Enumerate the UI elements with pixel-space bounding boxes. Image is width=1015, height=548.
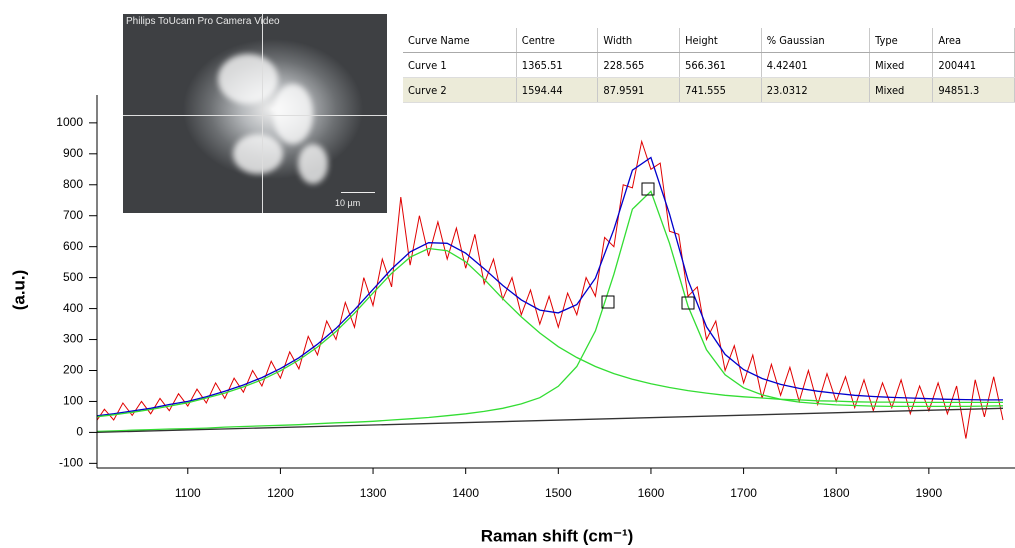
series-layer <box>97 139 1004 439</box>
table-cell: 200441 <box>932 52 1015 78</box>
y-tick-label: 200 <box>63 363 83 377</box>
y-tick-label: 1000 <box>56 115 83 129</box>
y-tick-label: 500 <box>63 270 83 284</box>
y-tick-label: -100 <box>59 456 83 470</box>
image-caption: Philips ToUcam Pro Camera Video <box>126 16 280 27</box>
x-tick-label: 1500 <box>545 486 572 500</box>
x-tick-label: 1700 <box>730 486 757 500</box>
y-tick-label: 700 <box>63 208 83 222</box>
y-axis-title: (a.u.) <box>9 270 28 311</box>
table-cell: 87.9591 <box>597 77 681 103</box>
y-tick-label: 800 <box>63 177 83 191</box>
x-tick-label: 1200 <box>267 486 294 500</box>
table-header-row: Curve Name Centre Width Height% Gaussian Typ… <box>403 28 1015 53</box>
series-line <box>97 156 1003 417</box>
table-cell: 566.361 <box>679 52 762 78</box>
column-header: Area <box>932 28 1015 53</box>
table-cell: Mixed <box>869 77 934 103</box>
table-cell: 4.42401 <box>761 52 871 78</box>
handle <box>601 295 615 309</box>
y-tick-label: 0 <box>76 425 83 439</box>
table-cell: 228.565 <box>597 52 681 78</box>
table-cell: 741.555 <box>679 77 762 103</box>
x-tick-label: 1300 <box>360 486 387 500</box>
column-header: Curve Name <box>403 28 517 53</box>
column-header: Type <box>869 28 934 53</box>
column-header: Centre <box>516 28 599 53</box>
table-row: Curve 2 1594.44 87.9591 741.555 23.0312 Mixed… <box>403 77 1015 103</box>
x-tick-label: 1100 <box>175 486 201 500</box>
column-header: Width <box>597 28 681 53</box>
y-tick-label: 300 <box>63 332 83 346</box>
y-tick-label: 400 <box>63 301 83 315</box>
table-cell: Curve 2 <box>403 77 517 103</box>
table-cell: 94851.3 <box>932 77 1015 103</box>
table-cell: Mixed <box>869 52 934 78</box>
column-header: Height <box>679 28 762 53</box>
series-line <box>97 247 1003 418</box>
handle <box>681 296 695 310</box>
handle <box>641 182 655 196</box>
table-row: Curve 1 1365.51 228.565 566.361 4.42401 Mixed… <box>403 52 1015 78</box>
x-tick-label: 1600 <box>638 486 665 500</box>
table-cell: Curve 1 <box>403 52 517 78</box>
fit-handles <box>601 182 695 310</box>
x-tick-label: 1800 <box>823 486 850 500</box>
x-tick-label: 1400 <box>452 486 479 500</box>
series-line <box>97 139 1004 439</box>
camera-image: Philips ToUcam Pro Camera Video 10 µm <box>123 14 387 213</box>
table-cell: 1594.44 <box>516 77 599 103</box>
fit-table: Curve Name Centre Width Height% Gaussian Typ… <box>403 28 1015 103</box>
x-tick-label: 1900 <box>915 486 942 500</box>
x-axis-title: Raman shift (cm⁻¹) <box>481 526 634 545</box>
table-cell: 23.0312 <box>761 77 871 103</box>
table-cell: 1365.51 <box>516 52 599 78</box>
scale-label: 10 µm <box>335 198 361 208</box>
column-header: % Gaussian <box>761 28 871 53</box>
y-tick-label: 100 <box>63 394 83 408</box>
series-line <box>97 190 1004 433</box>
y-tick-label: 600 <box>63 239 83 253</box>
series-line <box>97 407 1004 433</box>
y-tick-label: 900 <box>63 146 83 160</box>
